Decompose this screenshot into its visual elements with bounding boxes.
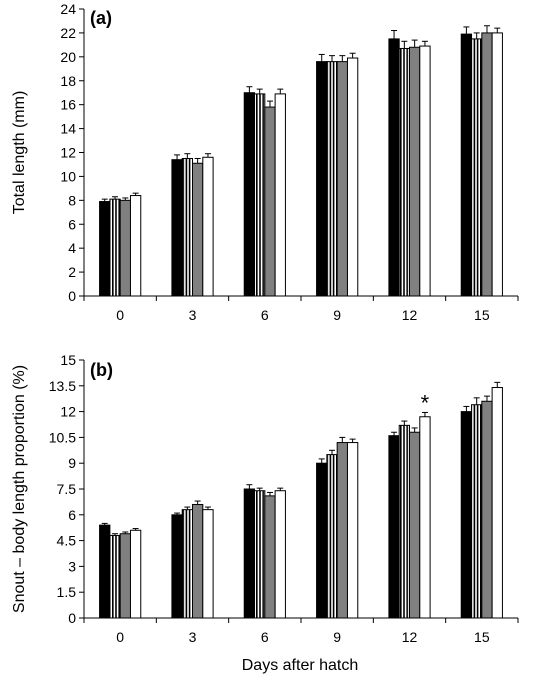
y-tick-label: 10 <box>60 168 76 184</box>
x-tick-label: 0 <box>116 629 124 645</box>
bar-6-series-4 <box>274 490 286 619</box>
bar-6-series-3 <box>264 495 276 619</box>
y-tick-label: 1.5 <box>57 584 77 600</box>
y-tick-label: 2 <box>68 264 76 280</box>
bar-12-series-2 <box>398 424 411 619</box>
bar-6-series-1 <box>243 92 256 297</box>
bar-9-series-3 <box>336 442 348 619</box>
bar-9-series-4 <box>346 442 359 619</box>
y-tick-label: 4 <box>68 240 76 256</box>
x-tick-label: 12 <box>402 307 418 323</box>
y-tick-label: 13.5 <box>49 378 76 394</box>
bar-15-series-3 <box>481 32 493 297</box>
bar-0-series-4 <box>129 529 142 619</box>
bar-15-series-1 <box>460 33 473 297</box>
bar-0-series-3 <box>119 533 131 619</box>
y-tick-label: 10.5 <box>49 429 76 445</box>
x-axis-title: Days after hatch <box>242 657 359 674</box>
bar-12-series-2 <box>398 47 411 297</box>
bar-12-series-1 <box>388 435 400 619</box>
y-tick-label: 4.5 <box>57 533 77 549</box>
bar-3-series-4 <box>202 156 214 297</box>
bar-12-series-4 <box>419 45 431 297</box>
bar-3-series-2 <box>181 509 193 619</box>
bar-0-series-1 <box>99 524 111 619</box>
bar-3-series-3 <box>192 503 204 619</box>
y-tick-label: 0 <box>68 610 76 626</box>
y-tick-label: 0 <box>68 288 76 304</box>
bar-6-series-2 <box>254 490 266 619</box>
bar-0-series-2 <box>109 534 121 619</box>
bar-12-series-3 <box>409 46 421 297</box>
y-tick-label: 8 <box>68 192 76 208</box>
bar-15-series-4 <box>491 32 503 297</box>
x-tick-label: 6 <box>261 307 269 323</box>
bar-6-series-2 <box>254 93 266 297</box>
bar-9-series-2 <box>326 454 338 619</box>
bar-9-series-4 <box>346 57 359 297</box>
y-tick-label: 12 <box>60 404 76 420</box>
panel-b: 0 1.5 3 4.5 6 7.5 9 10.5 12 13.5 15 0 3 6 9 12 15 Snout –… <box>11 352 519 645</box>
bar-12-series-4 <box>419 416 431 619</box>
bar-6-series-4 <box>274 93 286 297</box>
bar-6-series-1 <box>243 488 256 619</box>
x-tick-label: 3 <box>189 629 197 645</box>
y-tick-label: 24 <box>60 1 76 17</box>
y-tick-label: 6 <box>68 216 76 232</box>
x-tick-label: 9 <box>333 307 341 323</box>
bar-3-series-1 <box>171 514 183 619</box>
bar-12-series-3 <box>409 431 421 619</box>
y-axis-title: Snout – body length proportion (%) <box>11 365 28 613</box>
panel-label: (a) <box>90 8 112 28</box>
x-tick-label: 6 <box>261 629 269 645</box>
x-tick-label: 0 <box>116 307 124 323</box>
bar-15-series-1 <box>460 411 473 619</box>
y-tick-label: 3 <box>68 558 76 574</box>
bar-12-series-1 <box>388 38 400 297</box>
x-tick-label: 15 <box>474 307 490 323</box>
y-tick-label: 22 <box>60 25 76 41</box>
bar-9-series-1 <box>316 61 328 297</box>
y-tick-label: 15 <box>60 352 76 368</box>
y-tick-label: 6 <box>68 507 76 523</box>
bar-0-series-4 <box>129 195 142 297</box>
x-tick-label: 15 <box>474 629 490 645</box>
y-tick-label: 9 <box>68 455 76 471</box>
bar-15-series-2 <box>471 404 483 619</box>
y-tick-label: 7.5 <box>57 481 77 497</box>
bar-0-series-3 <box>119 199 131 297</box>
bar-0-series-1 <box>99 201 111 297</box>
bar-9-series-1 <box>316 462 328 619</box>
y-tick-label: 20 <box>60 49 76 65</box>
x-tick-label: 3 <box>189 307 197 323</box>
bar-15-series-3 <box>481 400 493 619</box>
significance-star: * <box>421 390 430 415</box>
bar-0-series-2 <box>109 198 121 297</box>
panel-label: (b) <box>90 360 113 380</box>
x-tick-label: 9 <box>333 629 341 645</box>
y-tick-label: 12 <box>60 145 76 161</box>
bar-6-series-3 <box>264 106 276 297</box>
bar-9-series-2 <box>326 61 338 297</box>
y-tick-label: 14 <box>60 121 76 137</box>
x-tick-label: 12 <box>402 629 418 645</box>
bar-3-series-1 <box>171 159 183 297</box>
bar-15-series-4 <box>491 387 503 619</box>
y-tick-label: 16 <box>60 97 76 113</box>
bar-3-series-2 <box>181 157 193 297</box>
bar-3-series-4 <box>202 509 214 619</box>
y-tick-label: 18 <box>60 73 76 89</box>
y-axis-title: Total length (mm) <box>11 91 28 215</box>
bar-3-series-3 <box>192 162 204 297</box>
bar-15-series-2 <box>471 38 483 297</box>
bar-9-series-3 <box>336 61 348 297</box>
